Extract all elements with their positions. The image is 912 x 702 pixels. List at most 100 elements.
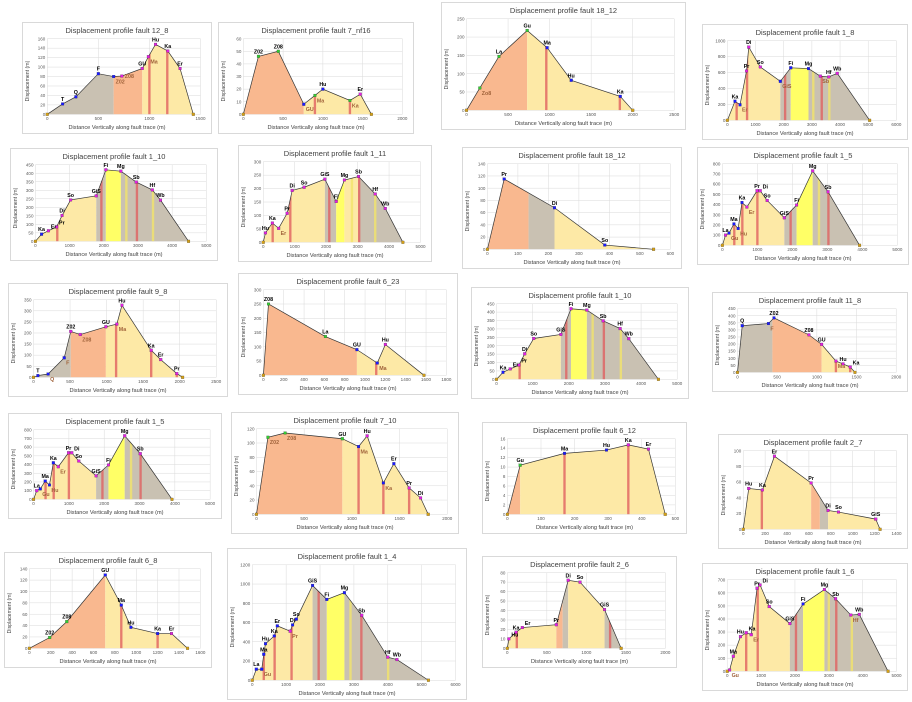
data-point: [119, 169, 123, 173]
data-point: [849, 613, 853, 617]
data-label: GiS: [556, 328, 566, 334]
data-label: Z02: [45, 631, 54, 637]
data-point: [65, 620, 69, 624]
y-tick-label: 8: [503, 474, 506, 479]
x-tick-label: 2500: [211, 379, 222, 384]
data-point: [175, 372, 179, 376]
horizon-band: [139, 435, 142, 500]
area-fill: [507, 444, 666, 515]
y-tick-label: 0: [248, 678, 251, 683]
horizon-band: [357, 433, 360, 515]
data-label: Fi: [569, 302, 574, 308]
y-tick-label: 0: [503, 512, 506, 517]
y-tick-label: 700: [24, 436, 32, 441]
x-tick-label: 1000: [64, 501, 75, 506]
data-point: [383, 343, 387, 346]
horizon-band: [545, 30, 548, 111]
data-label: Ka: [853, 361, 860, 367]
chart-panel: Displacement profile fault 6_23 Distance …: [238, 273, 458, 395]
data-label: Pr: [521, 359, 527, 365]
area-fill: [737, 317, 855, 373]
data-point: [725, 118, 729, 122]
x-tick-label: 500: [95, 116, 103, 121]
data-point: [566, 578, 570, 582]
data-point: [32, 375, 35, 379]
data-point: [626, 443, 630, 447]
y-tick-label: 20: [249, 498, 255, 503]
data-point: [507, 637, 511, 641]
data-label: So: [301, 180, 309, 186]
data-point: [795, 203, 799, 207]
area-fill: [487, 179, 654, 250]
horizon-band: [783, 47, 787, 121]
x-axis-label: Distance Vertically along fault trace (m…: [756, 682, 854, 688]
data-point: [67, 451, 71, 455]
horizon-band: [745, 584, 748, 672]
y-tick-label: 600: [24, 445, 32, 450]
y-tick-label: 50: [256, 226, 262, 231]
y-tick-label: 80: [40, 74, 46, 79]
area-fill: [496, 308, 659, 380]
y-tick-label: 250: [26, 196, 34, 201]
data-label: Ma: [543, 41, 550, 47]
x-tick-label: 2000: [787, 247, 798, 252]
y-tick-label: 400: [718, 617, 726, 622]
y-tick-label: 100: [254, 344, 262, 349]
x-axis-label: Distance Vertically along fault trace (m…: [267, 125, 365, 131]
x-tick-label: 1200: [870, 531, 881, 536]
data-point: [807, 333, 811, 337]
data-label: Hf: [617, 322, 623, 328]
data-label: Z02: [270, 440, 279, 446]
data-point: [74, 95, 78, 99]
y-tick-label: 600: [718, 590, 726, 595]
data-labels: Z08 La GU Ma Hu: [264, 297, 389, 372]
y-tick-label: 0: [739, 527, 742, 532]
data-point: [545, 46, 549, 50]
x-tick-label: 100: [514, 251, 522, 256]
data-label: Z08: [804, 328, 813, 334]
data-label: Z08: [62, 615, 71, 621]
y-tick-label: 40: [249, 483, 255, 488]
data-point: [656, 377, 660, 381]
data-label: Wb: [156, 193, 165, 199]
data-label: GU: [138, 62, 146, 68]
x-tick-label: 500: [300, 516, 308, 521]
x-tick-label: 0: [28, 650, 31, 655]
y-tick-label: 40: [500, 608, 506, 613]
horizon-band: [850, 584, 854, 672]
profile-line: [47, 43, 194, 115]
data-point: [605, 448, 608, 452]
horizon-band: [125, 169, 128, 242]
data-point: [360, 613, 364, 617]
horizon-band: [794, 584, 798, 672]
data-point: [788, 622, 792, 626]
horizon-band: [358, 176, 361, 243]
y-tick-label: 300: [728, 327, 736, 332]
data-point: [559, 332, 563, 336]
data-point: [365, 434, 369, 438]
data-point: [146, 55, 150, 59]
data-label: GU: [338, 432, 346, 438]
data-point: [835, 71, 839, 75]
data-label: Z08: [287, 436, 296, 442]
horizon-band: [817, 170, 821, 246]
horizon-band: [735, 47, 738, 121]
data-point: [818, 74, 822, 78]
data-label: GiS: [871, 512, 881, 518]
data-point: [603, 243, 607, 247]
x-tick-label: 400: [300, 377, 308, 382]
x-tick-label: 3000: [807, 122, 818, 127]
y-tick-label: 50: [460, 90, 466, 95]
data-point: [55, 225, 59, 229]
y-tick-label: 200: [718, 643, 726, 648]
chart-title: Displacement profile fault 18_12: [509, 6, 618, 15]
y-tick-label: 40: [736, 495, 742, 500]
data-label: Ka: [271, 629, 278, 635]
data-point: [288, 629, 292, 633]
